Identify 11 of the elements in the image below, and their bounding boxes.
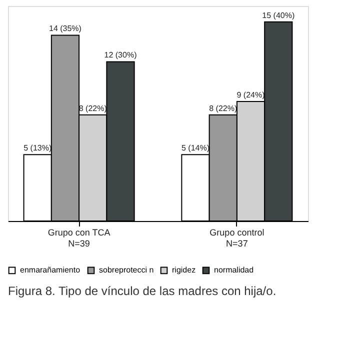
legend-label: enmarañamiento xyxy=(20,265,81,274)
legend-label: rigidez xyxy=(172,265,196,274)
text: Figura 8. Tipo de vínculo de las madres con hija/o. xyxy=(8,284,276,298)
legend-label: sobreprotecci n xyxy=(99,265,154,274)
data-label: 12 (30%) xyxy=(104,50,138,60)
x-tick-label: Grupo control N=37 xyxy=(210,228,264,248)
data-label: 14 (35%) xyxy=(49,24,82,34)
data-label: 5 (14%) xyxy=(181,144,210,153)
legend-label: normalidad xyxy=(214,265,254,274)
data-label: 15 (40%) xyxy=(262,10,295,20)
x-tick-label: Grupo con TCA N=39 xyxy=(48,228,110,248)
